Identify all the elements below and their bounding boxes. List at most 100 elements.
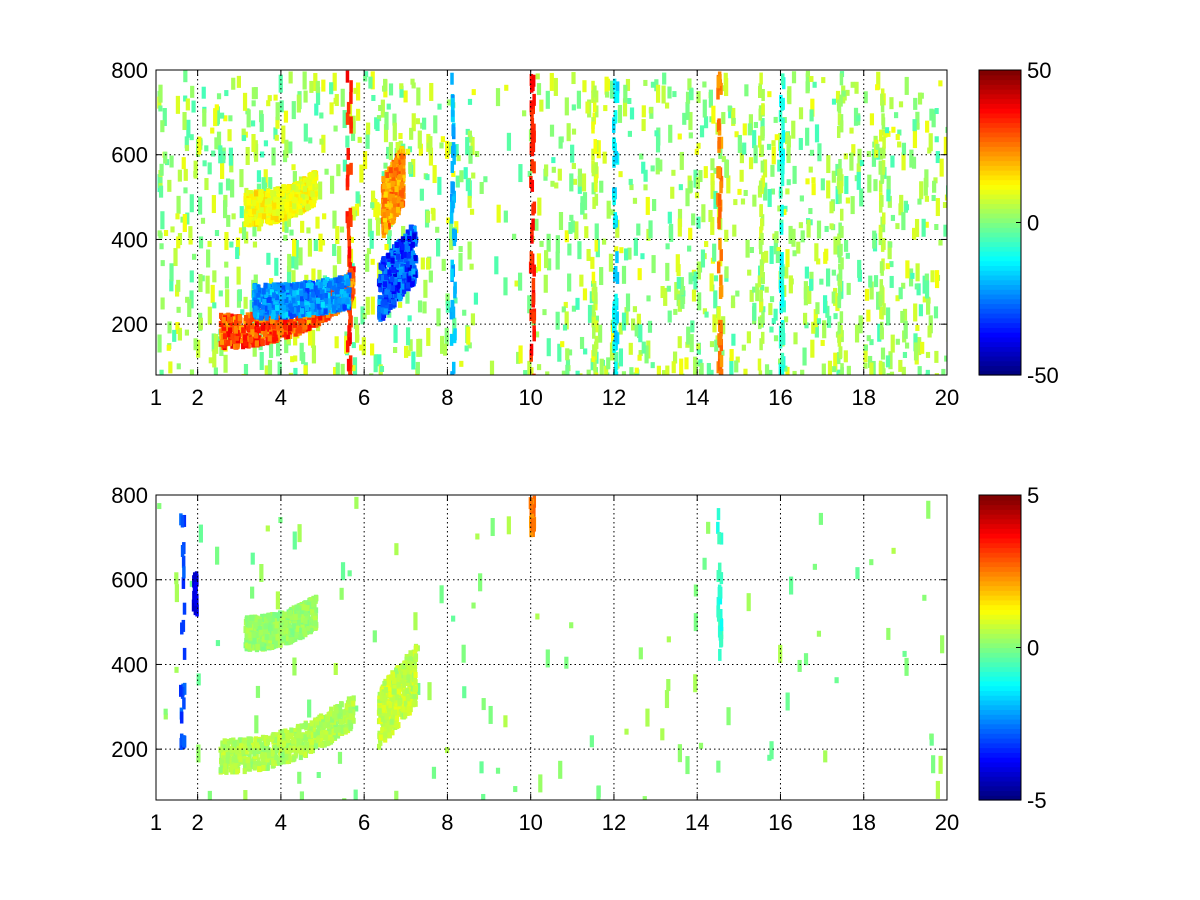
heatmap-cell	[235, 247, 240, 260]
heatmap-cell	[393, 324, 398, 343]
heatmap-streak-cell	[837, 182, 842, 195]
heatmap-cell	[175, 213, 180, 220]
heatmap-feature-cell	[233, 319, 239, 326]
heatmap-feature-cell	[314, 174, 319, 181]
x-tick-label: 1	[150, 385, 162, 410]
heatmap-cell	[603, 105, 608, 112]
heatmap-feature-cell	[381, 256, 386, 263]
heatmap-cell	[666, 679, 671, 692]
heatmap-cell	[409, 127, 414, 140]
heatmap-cell	[931, 195, 936, 202]
heatmap-cell	[851, 144, 856, 157]
heatmap-feature-cell	[270, 214, 275, 221]
heatmap-cell	[685, 341, 690, 348]
heatmap-cell	[481, 793, 486, 800]
colorbar-segment	[979, 74, 1021, 81]
heatmap-feature-cell	[238, 325, 244, 332]
heatmap-feature-cell	[307, 324, 312, 331]
heatmap-feature-cell	[326, 298, 331, 305]
heatmap-cell	[513, 786, 518, 793]
heatmap-feature-cell	[292, 311, 297, 318]
heatmap-cell	[218, 182, 223, 195]
heatmap-cell	[387, 230, 392, 237]
heatmap-cell	[698, 742, 704, 749]
heatmap-cell	[536, 83, 542, 96]
heatmap-cell	[662, 72, 667, 85]
heatmap-feature-cell	[289, 201, 294, 208]
heatmap-cell	[810, 98, 815, 117]
heatmap-streak-cell	[532, 373, 536, 375]
heatmap-cell	[459, 170, 464, 183]
heatmap-cell	[783, 316, 789, 323]
heatmap-cell	[225, 178, 231, 191]
heatmap-cell	[785, 366, 790, 375]
heatmap-cell	[465, 179, 470, 192]
heatmap-cell	[176, 279, 181, 292]
heatmap-cell	[451, 170, 456, 177]
heatmap-cell	[844, 175, 849, 194]
heatmap-cell	[517, 272, 523, 291]
heatmap-streak-cell	[529, 251, 534, 264]
heatmap-cell	[768, 303, 773, 316]
heatmap-feature-cell	[342, 304, 347, 311]
colorbar-segment	[979, 351, 1021, 357]
heatmap-cell	[214, 137, 219, 150]
heatmap-feature-cell	[409, 229, 414, 236]
heatmap-feature-cell	[222, 333, 228, 340]
heatmap-cell	[284, 139, 289, 158]
heatmap-feature-cell	[224, 319, 229, 326]
heatmap-cell	[708, 209, 713, 222]
heatmap-cell	[915, 263, 920, 282]
heatmap-cell	[288, 141, 293, 154]
heatmap-streak-cell	[451, 97, 455, 110]
heatmap-feature-cell	[320, 301, 325, 308]
heatmap-feature-cell	[254, 340, 259, 347]
heatmap-cell	[245, 146, 250, 165]
heatmap-cell	[354, 496, 359, 509]
heatmap-cell	[934, 136, 939, 143]
heatmap-feature-cell	[406, 252, 411, 259]
heatmap-feature-cell	[413, 255, 418, 262]
heatmap-feature-cell	[387, 269, 392, 276]
colorbar-segment	[979, 346, 1021, 352]
heatmap-cell	[875, 143, 880, 150]
heatmap-feature-cell	[378, 315, 383, 322]
heatmap-cell	[875, 84, 880, 91]
heatmap-feature-cell	[275, 294, 280, 301]
colorbar-segment	[979, 79, 1021, 85]
heatmap-cell	[808, 166, 813, 173]
colorbar-segment	[979, 303, 1021, 309]
heatmap-feature-cell	[273, 283, 278, 290]
heatmap-feature-cell	[295, 290, 300, 297]
heatmap-cell	[647, 320, 653, 333]
heatmap-feature-cell	[282, 309, 288, 316]
heatmap-cell	[818, 512, 824, 525]
heatmap-cell	[252, 241, 258, 248]
heatmap-feature-cell	[297, 204, 302, 211]
colorbar-segment	[979, 108, 1021, 114]
heatmap-cell	[926, 500, 931, 519]
heatmap-feature-cell	[289, 204, 295, 211]
heatmap-feature-cell	[337, 286, 342, 293]
heatmap-cell	[479, 761, 484, 774]
heatmap-cell	[539, 99, 544, 112]
heatmap-feature-cell	[264, 314, 269, 321]
heatmap-cell	[555, 251, 560, 270]
heatmap-feature-cell	[397, 260, 402, 267]
heatmap-cell	[901, 212, 906, 231]
heatmap-cell	[241, 135, 247, 142]
heatmap-cell	[365, 130, 370, 149]
heatmap-cell	[274, 257, 279, 276]
heatmap-cell	[309, 80, 314, 93]
heatmap-cell	[645, 708, 650, 727]
heatmap-cell	[340, 363, 345, 375]
heatmap-feature-cell	[330, 296, 335, 303]
heatmap-cell	[629, 184, 634, 191]
heatmap-cell	[724, 266, 729, 279]
heatmap-cell	[770, 188, 776, 195]
heatmap-streak-cell	[592, 100, 597, 113]
heatmap-cell	[201, 86, 206, 99]
heatmap-cell	[292, 531, 297, 550]
heatmap-feature-cell	[346, 278, 351, 285]
heatmap-cell	[829, 201, 834, 214]
